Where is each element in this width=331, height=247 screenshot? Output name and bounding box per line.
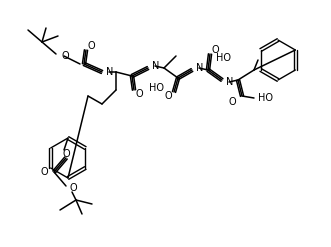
Text: O: O — [40, 167, 48, 177]
Text: O: O — [165, 91, 172, 101]
Text: O: O — [70, 183, 78, 193]
Text: O: O — [62, 149, 70, 159]
Text: N: N — [152, 61, 159, 71]
Text: O: O — [88, 41, 96, 51]
Text: HO: HO — [258, 93, 273, 103]
Text: O: O — [212, 45, 220, 55]
Text: O: O — [61, 51, 69, 61]
Text: N: N — [196, 63, 203, 73]
Text: N: N — [106, 67, 114, 77]
Text: HO: HO — [149, 83, 164, 93]
Text: O: O — [228, 97, 236, 107]
Text: HO: HO — [216, 53, 231, 63]
Text: N: N — [226, 77, 233, 87]
Text: O: O — [136, 89, 144, 99]
